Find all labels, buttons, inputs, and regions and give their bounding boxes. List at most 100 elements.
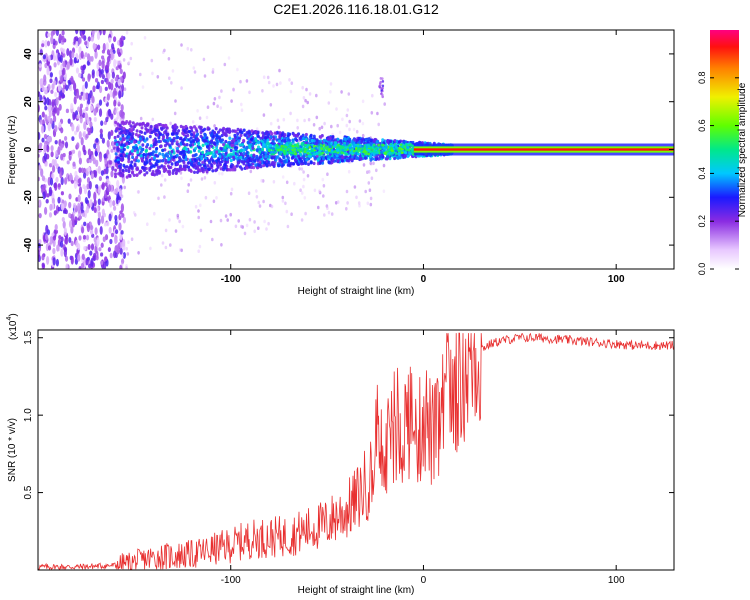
spectrogram-cell <box>205 136 209 140</box>
spectrogram-cell <box>250 137 254 141</box>
spectrogram-cell <box>117 78 121 87</box>
spectrogram-cell <box>231 143 235 148</box>
spectrogram-cell <box>95 254 99 261</box>
spectrogram-cell <box>125 247 128 251</box>
spectrogram-cell <box>230 187 234 192</box>
spectrogram-cell <box>178 219 181 224</box>
spectrogram-cell <box>348 137 352 142</box>
spectrogram-cell <box>153 211 156 216</box>
spectrogram-cell <box>118 196 122 201</box>
spectrogram-cell <box>83 186 88 195</box>
spectrogram-cell <box>85 106 89 112</box>
spectrogram-cell <box>78 95 82 100</box>
spectrogram-cell <box>374 147 378 150</box>
spectrogram-cell <box>348 143 352 147</box>
colorbar-tick-label: 0.8 <box>697 72 707 85</box>
spectrogram-cell <box>138 145 142 150</box>
spectrogram-cell <box>207 146 211 151</box>
spectrogram-cell <box>119 137 122 141</box>
spectrogram-cell <box>158 122 162 127</box>
spectrogram-cell <box>308 146 312 149</box>
spectrogram-cell <box>146 143 150 147</box>
spectrogram-cell <box>379 155 383 159</box>
spectrogram-cell <box>216 104 219 108</box>
spectrogram-cell <box>102 42 106 52</box>
spectrogram-cell <box>210 139 214 143</box>
spectrogram-cell <box>83 121 87 131</box>
spectrogram-cell <box>326 137 330 141</box>
spectrogram-cell <box>369 147 373 151</box>
spectrogram-cell <box>232 87 235 92</box>
spectrogram-cell <box>262 199 265 204</box>
spectrogram-cell <box>49 235 53 245</box>
spectrogram-cell <box>164 228 168 233</box>
spectrogram-cell <box>160 183 163 187</box>
spectrogram-cell <box>285 209 289 214</box>
spectrogram-cell <box>227 141 230 145</box>
spectrogram-cell <box>380 87 383 90</box>
spectrogram-cell <box>309 160 313 165</box>
spectrogram-cell <box>122 126 126 131</box>
spectrogram-cell <box>296 145 300 148</box>
spectrogram-cell <box>215 140 219 144</box>
spectrogram-cell <box>110 232 115 238</box>
spectrogram-cell <box>204 142 208 146</box>
spectrogram-cell <box>273 131 277 135</box>
spectrogram-cell <box>329 90 332 94</box>
spectrogram-cell <box>275 144 279 147</box>
spectrogram-cell <box>117 199 121 204</box>
spectrogram-cell <box>386 139 389 144</box>
spectrogram-cell <box>386 154 389 159</box>
spectrogram-cell <box>182 149 186 154</box>
spectrogram-cell <box>117 51 122 58</box>
spectrogram-cell <box>86 223 90 233</box>
spectrogram-cell <box>39 142 43 148</box>
spectrogram-cell <box>114 148 117 153</box>
spectrogram-cell <box>321 177 325 182</box>
spectrogram-cell <box>66 61 70 70</box>
spectrogram-cell <box>87 189 91 199</box>
spectrogram-cell <box>52 247 56 255</box>
spectrogram-cell <box>367 145 371 149</box>
spectrogram-cell <box>234 224 238 229</box>
spectrogram-cell <box>67 118 71 124</box>
spectrogram-cell <box>288 151 292 155</box>
spectrogram-cell <box>115 127 119 131</box>
spectrogram-cell <box>120 194 124 198</box>
spectrogram-cell <box>88 180 92 190</box>
spectrogram-cell <box>254 139 258 143</box>
spectrogram-cell <box>149 165 153 169</box>
spectrogram-cell <box>165 133 169 137</box>
spectrogram-cell <box>223 166 227 170</box>
scale-label: (x10 <box>8 320 19 340</box>
spectrogram-cell <box>300 191 304 195</box>
spectrogram-cell <box>186 161 190 165</box>
spectrogram-cell <box>41 137 45 143</box>
spectrogram-cell <box>69 57 73 66</box>
spectrogram-cell <box>98 59 102 67</box>
spectrogram-cell <box>251 146 255 150</box>
spectrogram-cell <box>335 148 339 152</box>
spectrogram-cell <box>226 153 230 157</box>
snr-series <box>38 332 674 570</box>
spectrogram-cell <box>336 200 340 204</box>
spectrogram-panel: -100 0 100 40 20 0 -20 -40 Height of straight … <box>7 29 675 297</box>
spectrogram-cell <box>223 154 226 159</box>
spectrogram-cell <box>99 85 103 94</box>
spectrogram-cell <box>122 251 126 259</box>
spectrogram-cell <box>302 155 306 159</box>
spectrogram-cell <box>85 205 90 214</box>
spectrogram-cell <box>93 108 97 116</box>
spectrogram-cell <box>93 191 97 201</box>
spectrogram-cell <box>61 217 65 222</box>
spectrogram-cell <box>194 204 198 209</box>
spectrogram-cell <box>79 116 83 124</box>
spectrogram-cell <box>302 96 306 100</box>
spectrogram-cell <box>154 150 158 154</box>
spectrogram-cell <box>362 150 366 154</box>
spectrogram-cell <box>212 134 216 138</box>
spectrogram-cell <box>56 107 60 116</box>
spectrogram-cell <box>334 152 338 156</box>
spectrogram-cell <box>262 142 265 146</box>
spectrogram-cell <box>49 203 53 211</box>
